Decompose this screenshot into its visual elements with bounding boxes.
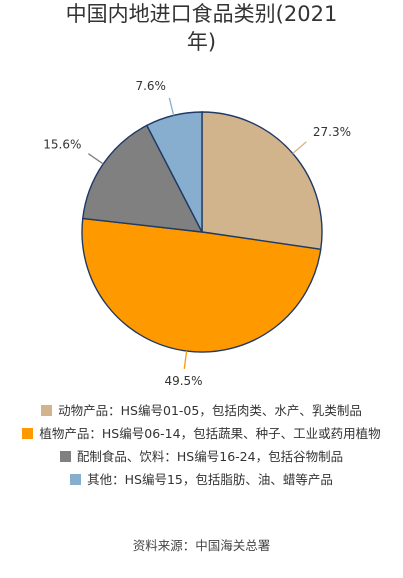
pie-chart: 27.3% 49.5% 15.6% 7.6%	[43, 79, 351, 388]
chart-title-line-2: 年)	[186, 30, 217, 54]
pie-slice[interactable]	[201, 111, 323, 251]
leader-line	[292, 141, 307, 154]
legend-label: 动物产品：HS编号01-05，包括肉类、水产、乳类制品	[58, 403, 362, 418]
chart-title: 中国内地进口食品类别(2021 年)	[0, 0, 403, 56]
legend-swatch	[70, 474, 82, 485]
chart-title-line-1: 中国内地进口食品类别(2021	[65, 2, 338, 26]
source-note: 资料来源：中国海关总署	[132, 538, 271, 553]
leader-line	[183, 350, 188, 369]
pie-slice[interactable]	[81, 217, 322, 353]
legend-item-prepared-food[interactable]: 配制食品、饮料：HS编号16-24，包括谷物制品	[0, 448, 403, 466]
legend-label: 植物产品：HS编号06-14，包括蔬果、种子、工业或药用植物	[39, 426, 381, 441]
legend-swatch	[22, 428, 34, 439]
pie-slice[interactable]	[145, 111, 203, 233]
data-label: 7.6%	[135, 79, 166, 93]
legend: 动物产品：HS编号01-05，包括肉类、水产、乳类制品 植物产品：HS编号06-…	[0, 402, 403, 494]
legend-item-plant-products[interactable]: 植物产品：HS编号06-14，包括蔬果、种子、工业或药用植物	[0, 425, 403, 443]
leader-line	[168, 97, 175, 116]
legend-label: 其他：HS编号15，包括脂肪、油、蜡等产品	[87, 472, 333, 487]
leader-line	[87, 153, 104, 165]
data-label: 15.6%	[43, 137, 81, 151]
legend-label: 配制食品、饮料：HS编号16-24，包括谷物制品	[76, 449, 344, 464]
data-label: 49.5%	[164, 374, 202, 388]
data-label: 27.3%	[313, 125, 351, 139]
legend-swatch	[41, 405, 53, 416]
legend-swatch	[59, 451, 71, 462]
legend-item-animal-products[interactable]: 动物产品：HS编号01-05，包括肉类、水产、乳类制品	[0, 402, 403, 420]
legend-item-other[interactable]: 其他：HS编号15，包括脂肪、油、蜡等产品	[0, 471, 403, 489]
pie-slice[interactable]	[81, 124, 204, 233]
